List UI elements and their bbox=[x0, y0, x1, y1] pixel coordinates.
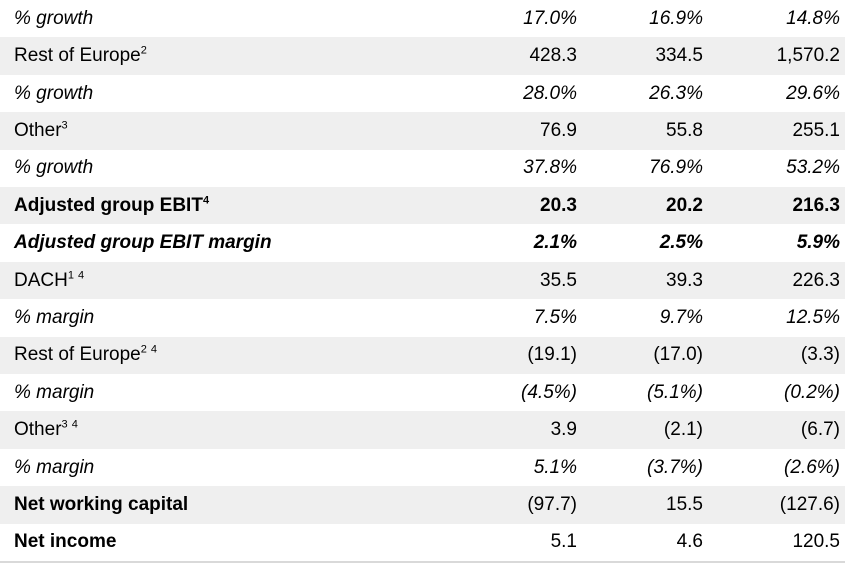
value-cell: 20.2 bbox=[666, 194, 703, 216]
value-cell: 14.8% bbox=[786, 7, 840, 29]
table-row-rest-of-europe-ebit: Rest of Europe2 4 (19.1) (17.0) (3.3) bbox=[0, 336, 845, 375]
table-row-growth-2: % growth 28.0% 26.3% 29.6% bbox=[0, 75, 845, 112]
table-row-adjusted-group-ebit: Adjusted group EBIT4 20.3 20.2 216.3 bbox=[0, 187, 845, 225]
table-row-margin-1: % margin 7.5% 9.7% 12.5% bbox=[0, 299, 845, 336]
row-label-text: Other bbox=[14, 119, 62, 141]
table-row-margin-2: % margin (4.5%) (5.1%) (0.2%) bbox=[0, 374, 845, 411]
value-cell: 3.9 bbox=[550, 419, 577, 441]
row-label: Rest of Europe2 bbox=[0, 45, 447, 67]
row-label: % margin bbox=[0, 382, 447, 404]
value-cell: 26.3% bbox=[649, 82, 703, 104]
row-label-text: % margin bbox=[14, 306, 95, 328]
value-cell: 428.3 bbox=[529, 45, 577, 67]
row-label-text: % growth bbox=[14, 157, 94, 179]
table-row-margin-3: % margin 5.1% (3.7%) (2.6%) bbox=[0, 449, 845, 486]
footnote-sup: 2 bbox=[140, 45, 148, 57]
value-cell: 334.5 bbox=[655, 45, 703, 67]
table-row-other-ebit: Other3 4 3.9 (2.1) (6.7) bbox=[0, 411, 845, 449]
table-row-net-income: Net income 5.1 4.6 120.5 bbox=[0, 524, 845, 561]
value-cell: 5.1 bbox=[550, 531, 577, 553]
value-cell: 15.5 bbox=[666, 493, 703, 515]
value-cell: (5.1%) bbox=[647, 381, 703, 403]
row-label: Net income bbox=[0, 531, 447, 553]
value-cell: 5.9% bbox=[796, 232, 840, 254]
value-cell: 255.1 bbox=[792, 119, 840, 141]
value-cell: 1,570.2 bbox=[776, 45, 840, 67]
value-cell: 120.5 bbox=[792, 531, 840, 553]
table-row-dach: DACH1 4 35.5 39.3 226.3 bbox=[0, 261, 845, 300]
footnote-sup: 1 4 bbox=[67, 269, 85, 282]
value-cell: (17.0) bbox=[653, 344, 703, 366]
footnote-sup: 3 4 bbox=[61, 419, 79, 431]
row-label-text: Adjusted group EBIT bbox=[14, 194, 203, 216]
footnote-sup: 2 4 bbox=[140, 344, 158, 357]
row-label-text: Adjusted group EBIT margin bbox=[14, 232, 272, 254]
value-cell: 55.8 bbox=[666, 119, 703, 141]
row-label: Other3 4 bbox=[0, 419, 447, 441]
row-label-text: DACH bbox=[14, 269, 68, 291]
row-label: % margin bbox=[0, 457, 447, 479]
value-cell: 28.0% bbox=[523, 82, 577, 104]
row-label-text: % margin bbox=[14, 381, 95, 403]
row-label: Adjusted group EBIT margin bbox=[0, 232, 447, 254]
table-row-other-1: Other3 76.9 55.8 255.1 bbox=[0, 112, 845, 150]
value-cell: (6.7) bbox=[800, 419, 840, 441]
value-cell: 2.5% bbox=[659, 232, 703, 254]
value-cell: 4.6 bbox=[676, 531, 703, 553]
table-row-adjusted-group-ebit-margin: Adjusted group EBIT margin 2.1% 2.5% 5.9… bbox=[0, 224, 845, 261]
value-cell: (4.5%) bbox=[521, 381, 577, 403]
row-label-text: Net working capital bbox=[14, 493, 189, 515]
value-cell: 9.7% bbox=[659, 306, 703, 328]
value-cell: 76.9 bbox=[540, 119, 577, 141]
value-cell: 35.5 bbox=[540, 269, 577, 291]
table-row-rest-of-europe: Rest of Europe2 428.3 334.5 1,570.2 bbox=[0, 37, 845, 75]
value-cell: 7.5% bbox=[533, 306, 577, 328]
value-cell: 17.0% bbox=[523, 7, 577, 29]
value-cell: (97.7) bbox=[527, 493, 577, 515]
value-cell: 5.1% bbox=[533, 456, 577, 478]
row-label: Net working capital bbox=[0, 494, 447, 516]
value-cell: 12.5% bbox=[786, 306, 840, 328]
value-cell: (19.1) bbox=[527, 344, 577, 366]
row-label-text: % growth bbox=[14, 7, 94, 29]
table-row-growth-3: % growth 37.8% 76.9% 53.2% bbox=[0, 150, 845, 187]
value-cell: (2.1) bbox=[663, 419, 703, 441]
value-cell: 20.3 bbox=[540, 194, 577, 216]
row-label-text: % margin bbox=[14, 456, 95, 478]
value-cell: 37.8% bbox=[523, 157, 577, 179]
row-label: Adjusted group EBIT4 bbox=[0, 195, 447, 217]
value-cell: 76.9% bbox=[649, 157, 703, 179]
value-cell: (127.6) bbox=[779, 493, 840, 515]
table-row-net-working-capital: Net working capital (97.7) 15.5 (127.6) bbox=[0, 486, 845, 524]
row-label-text: Rest of Europe bbox=[14, 45, 141, 67]
row-label: % growth bbox=[0, 8, 447, 30]
table-row-growth-1: % growth 17.0% 16.9% 14.8% bbox=[0, 0, 845, 37]
row-label: % growth bbox=[0, 83, 447, 105]
row-label-text: % growth bbox=[14, 82, 94, 104]
row-label: % margin bbox=[0, 307, 447, 329]
value-cell: (2.6%) bbox=[784, 456, 840, 478]
row-label-text: Net income bbox=[14, 531, 117, 553]
value-cell: (0.2%) bbox=[784, 381, 840, 403]
value-cell: (3.3) bbox=[800, 344, 840, 366]
value-cell: 216.3 bbox=[792, 194, 840, 216]
value-cell: 53.2% bbox=[786, 157, 840, 179]
value-cell: 16.9% bbox=[649, 7, 703, 29]
row-label-text: Other bbox=[14, 419, 62, 441]
footnote-sup: 4 bbox=[202, 194, 210, 207]
row-label: DACH1 4 bbox=[0, 270, 447, 292]
value-cell: 2.1% bbox=[533, 232, 577, 254]
row-label: Rest of Europe2 4 bbox=[0, 344, 447, 366]
row-label: % growth bbox=[0, 157, 447, 179]
value-cell: 226.3 bbox=[792, 269, 840, 291]
footnote-sup: 3 bbox=[61, 119, 69, 132]
row-label: Other3 bbox=[0, 120, 447, 142]
value-cell: 29.6% bbox=[786, 82, 840, 104]
value-cell: 39.3 bbox=[666, 269, 703, 291]
value-cell: (3.7%) bbox=[647, 456, 703, 478]
row-label-text: Rest of Europe bbox=[14, 344, 141, 366]
